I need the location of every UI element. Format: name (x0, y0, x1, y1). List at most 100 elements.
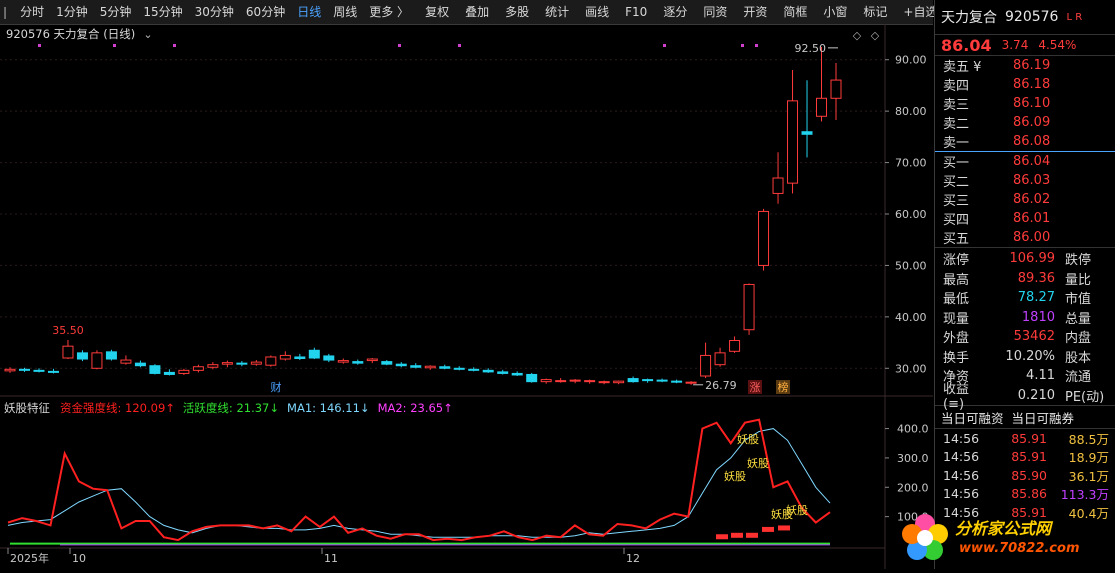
candle-body (352, 361, 364, 364)
period-tab-8[interactable]: 更多 〉 (369, 5, 410, 19)
indicator-legend: 妖股特征 资金强度线: 120.09↑ 活跃度线: 21.37↓ MA1: 146.1… (4, 400, 461, 416)
period-tab-0[interactable]: 分时 (20, 5, 45, 19)
toolbar-button-7[interactable]: 同资 (703, 5, 728, 19)
ranking-marker: 榜 (778, 380, 789, 394)
toolbar-button-1[interactable]: 叠加 (465, 5, 490, 19)
stat-row: 净资 4.11 流通 (935, 366, 1115, 386)
candle-body (569, 379, 581, 382)
stat-row: 换手 10.20% 股本 (935, 347, 1115, 367)
candle-body (642, 379, 654, 382)
stat-label-2: 跌停 (1065, 253, 1092, 269)
candle-body (424, 365, 436, 369)
stat-label-2: 流通 (1065, 370, 1092, 386)
toolbar-button-5[interactable]: F10 (625, 5, 648, 19)
candle-body (743, 283, 755, 331)
stat-label-2: PE(动) (1065, 389, 1105, 405)
candle-body (671, 380, 683, 383)
candle-body (4, 368, 16, 372)
candle-body (120, 359, 132, 364)
ask-row[interactable]: 卖四 86.18 (935, 75, 1115, 94)
chart-area: 90.00 80.00 70.00 60.00 50.00 40.00 30.00 ◇ ◇ ⌄ 92… (0, 24, 933, 569)
legend-colon: : (228, 401, 237, 415)
menu-toggle-icon[interactable]: ❘ (0, 5, 11, 19)
spread-divider (935, 151, 1115, 152)
stat-label: 收益(≡) (943, 382, 970, 413)
bid-label: 买一 (943, 156, 970, 171)
toolbar-button-11[interactable]: 标记 (863, 5, 888, 19)
trade-row: 14:56 85.91 40.4万 (935, 503, 1115, 522)
title-dropdown-icon: ⌄ (143, 28, 152, 41)
stat-row: 现量 1810 总量 (935, 308, 1115, 328)
signal-bar (716, 534, 728, 540)
price-row: 86.04 3.74 4.54% (935, 35, 1115, 56)
toolbar-button-8[interactable]: 开资 (743, 5, 768, 19)
toolbar-button-12[interactable]: +自选 (903, 5, 938, 19)
trade-price: 85.91 (1011, 449, 1047, 465)
price-axis-label: 80.00 (895, 105, 927, 118)
stats-table: 涨停 106.99 跌停 最高 89.36 量比 最低 78.27 市值 现量 1810 总量 外盘 53… (935, 248, 1115, 412)
period-tab-6[interactable]: 日线 (297, 5, 322, 19)
signal-dot (741, 44, 744, 47)
ask-row[interactable]: 卖一 86.08 (935, 132, 1115, 151)
toolbar-button-10[interactable]: 小窗 (823, 5, 848, 19)
toolbar-button-9[interactable]: 简框 (783, 5, 808, 19)
period-tab-3[interactable]: 15分钟 (143, 5, 183, 19)
kline-chart[interactable]: 90.00 80.00 70.00 60.00 50.00 40.00 30.00 ◇ ◇ ⌄ 92… (0, 24, 933, 569)
candle-body (830, 79, 842, 99)
toolbar-button-4[interactable]: 画线 (585, 5, 610, 19)
candle-body (294, 356, 306, 360)
stock-header: 天力复合 920576 L R (935, 0, 1115, 35)
candle-body (395, 363, 407, 367)
period-tab-2[interactable]: 5分钟 (99, 5, 132, 19)
period-tab-1[interactable]: 1分钟 (56, 5, 88, 19)
signal-bar (731, 532, 743, 538)
order-book: 卖五 ¥ 86.19 卖四 86.18 卖三 86.10 卖二 86.09 卖一 86.08 买一 8… (935, 56, 1115, 248)
candle-body (47, 370, 59, 373)
bid-label: 买四 (943, 213, 970, 228)
margin-financing-label[interactable]: 当日可融资 (941, 410, 1004, 426)
legend-colon: : (117, 401, 126, 415)
stat-value: 53462 (1013, 329, 1055, 345)
period-tab-7[interactable]: 周线 (333, 5, 358, 19)
bid-row[interactable]: 买二 86.03 (935, 171, 1115, 190)
trade-volume: 88.5万 (1068, 431, 1109, 447)
period-tab-4[interactable]: 30分钟 (194, 5, 234, 19)
candle-body (598, 381, 610, 384)
candle-body (366, 358, 378, 362)
lr-badge[interactable]: L R (1066, 11, 1083, 23)
bid-row[interactable]: 买五 86.00 (935, 228, 1115, 247)
toolbar-button-0[interactable]: 复权 (425, 5, 450, 19)
candle-body (656, 379, 668, 382)
date-label: 10 (72, 552, 86, 565)
signal-dot (663, 44, 666, 47)
stat-label: 现量 (943, 311, 970, 327)
candle-body (410, 365, 422, 368)
date-label: 11 (324, 552, 338, 565)
toolbar-button-6[interactable]: 逐分 (663, 5, 688, 19)
yao-label: 妖股 (724, 469, 746, 483)
legend-series-name: MA2 (377, 401, 403, 415)
toolbar-button-2[interactable]: 多股 (505, 5, 530, 19)
candle-body (801, 131, 813, 135)
candle-body (265, 356, 277, 366)
candle-body (555, 380, 567, 383)
bid-row[interactable]: 买一 86.04 (935, 152, 1115, 171)
margin-short-label[interactable]: 当日可融券 (1011, 410, 1075, 426)
stat-value: 4.11 (1026, 368, 1055, 384)
ask-row[interactable]: 卖五 ¥ 86.19 (935, 56, 1115, 75)
signal-bar (746, 532, 758, 538)
last-price: 86.04 (941, 35, 992, 55)
toolbar-button-3[interactable]: 统计 (545, 5, 570, 19)
bid-row[interactable]: 买三 86.02 (935, 190, 1115, 209)
ask-row[interactable]: 卖二 86.09 (935, 113, 1115, 132)
legend-series-name: MA1 (287, 401, 313, 415)
toolbar: ❘ 分时 1分钟 5分钟 15分钟 30分钟 60分钟 日线 周线 更多 〉 复权 叠加 多股 统计 画线… (0, 0, 977, 25)
bid-row[interactable]: 买四 86.01 (935, 209, 1115, 228)
ask-row[interactable]: 卖三 86.10 (935, 94, 1115, 113)
diamond-icon: ◇ (853, 29, 862, 42)
period-tab-5[interactable]: 60分钟 (245, 5, 286, 19)
trade-volume: 40.4万 (1068, 505, 1109, 521)
ask-price: 86.18 (1013, 77, 1051, 92)
candle-body (700, 354, 712, 377)
stat-label: 净资 (943, 370, 970, 386)
